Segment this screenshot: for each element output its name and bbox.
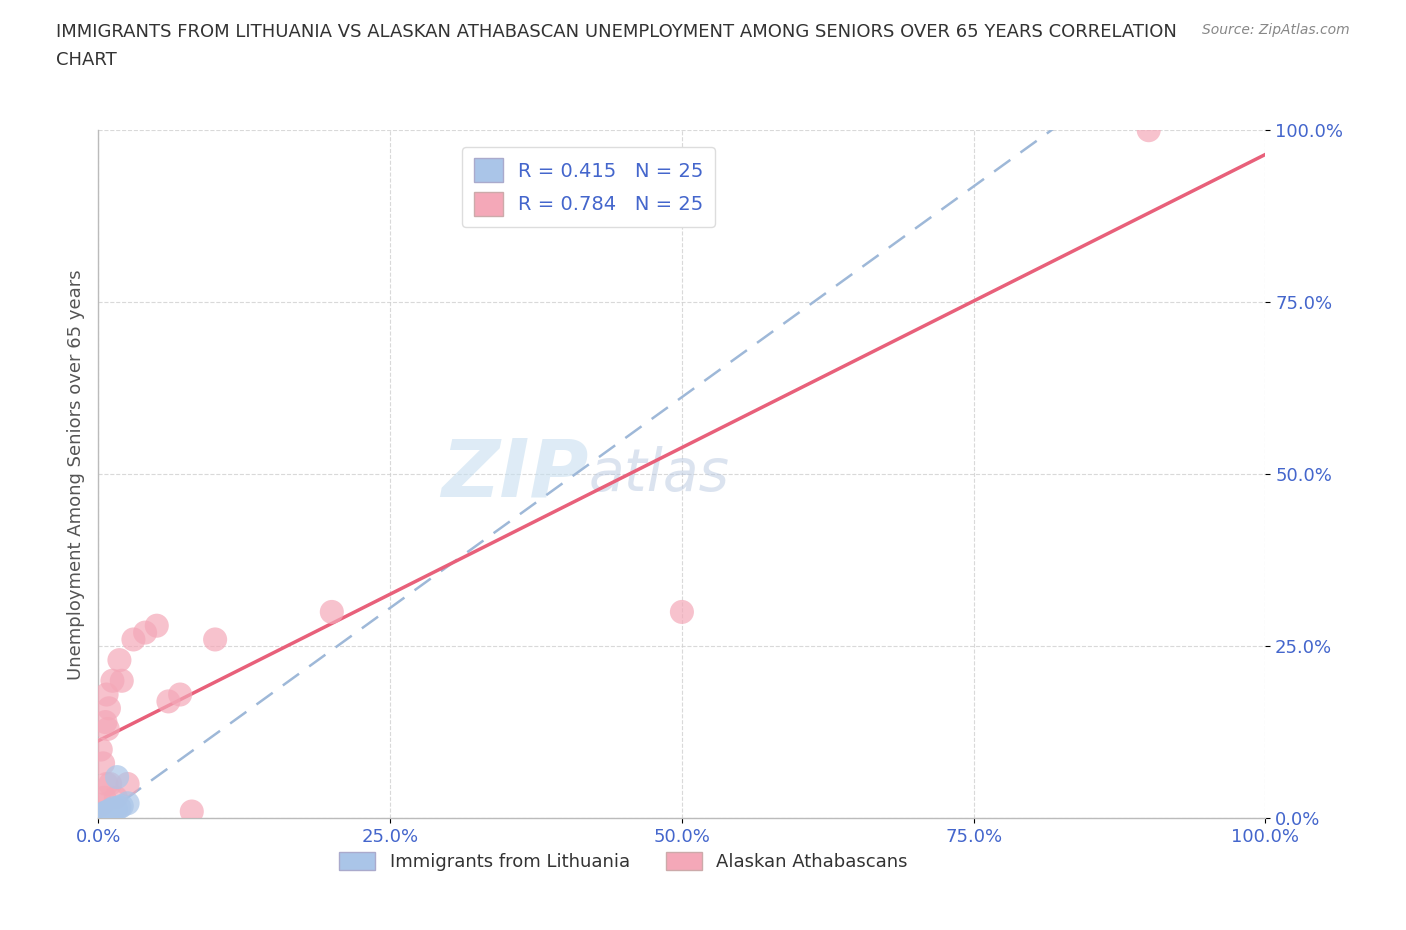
Text: atlas: atlas bbox=[589, 445, 730, 503]
Point bbox=[97, 804, 120, 819]
Point bbox=[146, 618, 169, 633]
Point bbox=[103, 801, 125, 816]
Text: IMMIGRANTS FROM LITHUANIA VS ALASKAN ATHABASCAN UNEMPLOYMENT AMONG SENIORS OVER : IMMIGRANTS FROM LITHUANIA VS ALASKAN ATH… bbox=[56, 23, 1177, 41]
Point bbox=[117, 777, 139, 791]
Point bbox=[157, 694, 180, 709]
Point bbox=[93, 805, 115, 820]
Point bbox=[96, 804, 118, 819]
Point bbox=[90, 809, 112, 824]
Point bbox=[122, 632, 145, 647]
Point bbox=[93, 807, 115, 822]
Legend: Immigrants from Lithuania, Alaskan Athabascans: Immigrants from Lithuania, Alaskan Athab… bbox=[332, 844, 915, 878]
Point bbox=[98, 805, 121, 820]
Point bbox=[105, 770, 128, 785]
Point bbox=[111, 673, 134, 688]
Point bbox=[98, 803, 121, 817]
Point bbox=[97, 722, 120, 737]
Point bbox=[90, 810, 112, 825]
Point bbox=[98, 777, 121, 791]
Point bbox=[93, 790, 115, 805]
Point bbox=[93, 808, 115, 823]
Point bbox=[111, 799, 134, 814]
Point bbox=[94, 807, 117, 822]
Point bbox=[1137, 123, 1160, 138]
Point bbox=[96, 777, 118, 791]
Y-axis label: Unemployment Among Seniors over 65 years: Unemployment Among Seniors over 65 years bbox=[66, 269, 84, 680]
Text: ZIP: ZIP bbox=[441, 435, 589, 513]
Point bbox=[93, 809, 115, 824]
Text: CHART: CHART bbox=[56, 51, 117, 69]
Point bbox=[117, 796, 139, 811]
Point bbox=[101, 804, 124, 819]
Point bbox=[169, 687, 191, 702]
Point bbox=[671, 604, 693, 619]
Point bbox=[108, 653, 131, 668]
Point bbox=[94, 714, 117, 729]
Point bbox=[90, 742, 112, 757]
Point bbox=[96, 687, 118, 702]
Point bbox=[108, 800, 131, 815]
Point bbox=[90, 797, 112, 812]
Point bbox=[321, 604, 343, 619]
Point bbox=[204, 632, 226, 647]
Point bbox=[91, 808, 114, 823]
Point bbox=[96, 807, 118, 822]
Point bbox=[90, 807, 112, 822]
Point bbox=[94, 806, 117, 821]
Point bbox=[104, 790, 127, 805]
Point bbox=[91, 809, 114, 824]
Point bbox=[97, 806, 120, 821]
Point bbox=[101, 673, 124, 688]
Point bbox=[134, 625, 156, 640]
Point bbox=[91, 756, 114, 771]
Point bbox=[104, 802, 127, 817]
Point bbox=[180, 804, 202, 819]
Point bbox=[97, 701, 120, 716]
Point bbox=[91, 807, 114, 822]
Text: Source: ZipAtlas.com: Source: ZipAtlas.com bbox=[1202, 23, 1350, 37]
